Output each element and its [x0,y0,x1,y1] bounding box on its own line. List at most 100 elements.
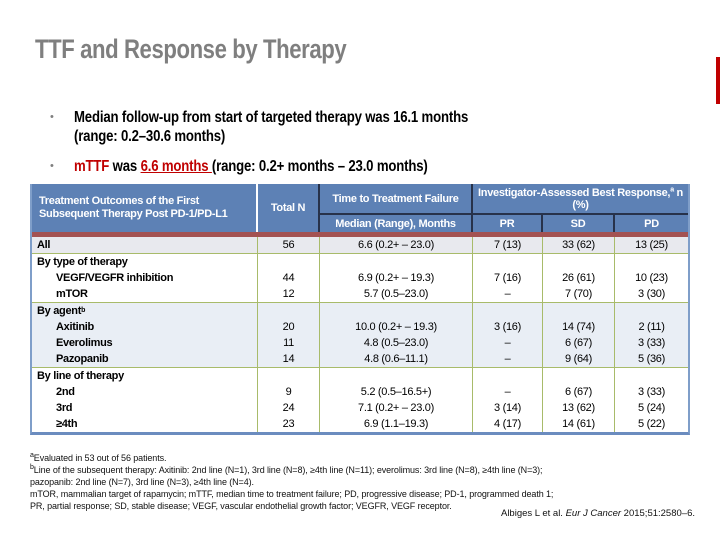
cell-sd: 9 (64) [543,351,615,367]
cell-pd: 5 (22) [638,418,665,430]
cell-pr: – [473,335,543,351]
citation-volume: 2015;51:2580–6. [621,508,695,519]
header-pr: PR [473,215,543,232]
cell-pr: – [473,384,543,400]
bullet-text: mTTF was 6.6 months (range: 0.2+ months … [74,157,598,176]
row-label: Everolimus [32,335,258,351]
cell-pr [473,368,543,384]
footnote-b: bLine of the subsequent therapy: Axitini… [30,464,543,475]
cell-pr: 4 (17) [473,416,543,432]
table-row: Pazopanib 14 4.8 (0.6–11.1) – 9 (64) 5 (… [32,351,688,367]
cell-ttf: 6.9 (1.1–19.3) [320,416,473,432]
cell-n [258,368,320,384]
bullet-item-followup: • Median follow-up from start of targete… [50,108,690,146]
cell-n: 24 [258,400,320,416]
cell-pd: 2 (11) [638,321,665,333]
table-row: 2nd 9 5.2 (0.5–16.5+) – 6 (67) 3 (33) [32,384,688,400]
cell-pr [473,254,543,270]
cell-ttf: 10.0 (0.2+ – 19.3) [320,319,473,335]
cell-ttf: 5.7 (0.5–23.0) [320,286,473,302]
table-block-by-line: By line of therapy 2nd 9 5.2 (0.5–16.5+)… [32,368,688,432]
cell-sd: 33 (62) [543,237,615,253]
row-label: mTOR [32,286,258,302]
row-group-label: By line of therapy [32,368,258,384]
bullet-list: • Median follow-up from start of targete… [50,108,690,187]
table-header: Treatment Outcomes of the First Subseque… [32,184,688,232]
header-response-group: Investigator-Assessed Best Response,a n(… [473,184,688,232]
bullet-icon: • [50,111,54,123]
footnote-ref-a: a [670,185,674,193]
cell-sd: 14 (74) [543,319,615,335]
cell-sd: 6 (67) [543,335,615,351]
bullet-line: (range: 0.2+ months – 23.0 months) [211,158,428,175]
header-ttf-group: Time to Treatment Failure Median (Range)… [320,184,473,232]
cell-n: 44 [258,270,320,286]
cell-n: 56 [258,237,320,253]
row-label: Axitinib [32,319,258,335]
table-row: By type of therapy [32,254,688,270]
header-pd: PD [644,217,659,230]
cell-pd [615,254,688,270]
header-treatment-outcomes: Treatment Outcomes of the First Subseque… [32,184,258,232]
citation-authors: Albiges L et al. [500,508,566,519]
cell-pr: – [473,351,543,367]
cell-pr: – [473,286,543,302]
red-accent-bar [716,57,720,104]
footnote-b-cont: pazopanib: 2nd line (N=7), 3rd line (N=3… [30,477,254,487]
cell-n: 12 [258,286,320,302]
header-ttf-title: Time to Treatment Failure [320,184,471,215]
abbreviations-line2: PR, partial response; SD, stable disease… [30,501,452,511]
cell-ttf: 7.1 (0.2+ – 23.0) [320,400,473,416]
cell-n: 20 [258,319,320,335]
header-response-text: Investigator-Assessed Best Response,a n(… [478,185,683,211]
cell-sd: 14 (61) [543,416,615,432]
cell-pr: 7 (16) [473,270,543,286]
row-label: ≥4th [32,416,258,432]
table-row: By line of therapy [32,368,688,384]
mttf-value-highlight: 6.6 months [140,158,212,175]
cell-n [258,303,320,319]
mttf-label: mTTF [74,158,110,175]
row-label: Pazopanib [32,351,258,367]
cell-n: 11 [258,335,320,351]
row-label: 2nd [32,384,258,400]
cell-pd: 13 (25) [635,239,668,251]
cell-pd: 5 (24) [638,402,665,414]
slide-title: TTF and Response by Therapy [35,34,347,64]
header-divider-band [32,232,688,237]
cell-sd [543,368,615,384]
cell-pd: 3 (33) [638,386,665,398]
cell-sd: 6 (67) [543,384,615,400]
footnotes: aEvaluated in 53 out of 56 patients. bLi… [30,452,690,512]
header-total-n: Total N [258,184,320,232]
cell-n: 23 [258,416,320,432]
row-label: All [32,237,258,253]
cell-ttf [320,254,473,270]
cell-pd [615,368,688,384]
bullet-item-mttf: • mTTF was 6.6 months (range: 0.2+ month… [50,157,690,176]
row-label: 3rd [32,400,258,416]
bullet-line: (range: 0.2–30.6 months) [74,128,226,145]
cell-n: 9 [258,384,320,400]
footnote-a: aEvaluated in 53 out of 56 patients. [30,452,167,463]
bullet-line: Median follow-up from start of targeted … [74,109,469,126]
header-sd: SD [543,215,615,232]
bullet-text: Median follow-up from start of targeted … [74,108,598,146]
cell-pd: 3 (30) [638,288,665,300]
table-block-by-type: By type of therapy VEGF/VEGFR inhibition… [32,254,688,303]
table-row: ≥4th 23 6.9 (1.1–19.3) 4 (17) 14 (61) 5 … [32,416,688,432]
bullet-icon: • [50,160,54,172]
table-row: VEGF/VEGFR inhibition 44 6.9 (0.2+ – 19.… [32,270,688,286]
table-row: Axitinib 20 10.0 (0.2+ – 19.3) 3 (16) 14… [32,319,688,335]
cell-sd [543,303,615,319]
cell-ttf [320,368,473,384]
cell-sd: 26 (61) [543,270,615,286]
cell-sd: 7 (70) [543,286,615,302]
abbreviations-line1: mTOR, mammalian target of rapamycin; mTT… [30,489,554,499]
table-row: mTOR 12 5.7 (0.5–23.0) – 7 (70) 3 (30) [32,286,688,302]
table-row: All 56 6.6 (0.2+ – 23.0) 7 (13) 33 (62) … [32,237,688,253]
cell-ttf: 4.8 (0.5–23.0) [320,335,473,351]
cell-pr: 3 (16) [473,319,543,335]
table-row: By agent b [32,303,688,319]
